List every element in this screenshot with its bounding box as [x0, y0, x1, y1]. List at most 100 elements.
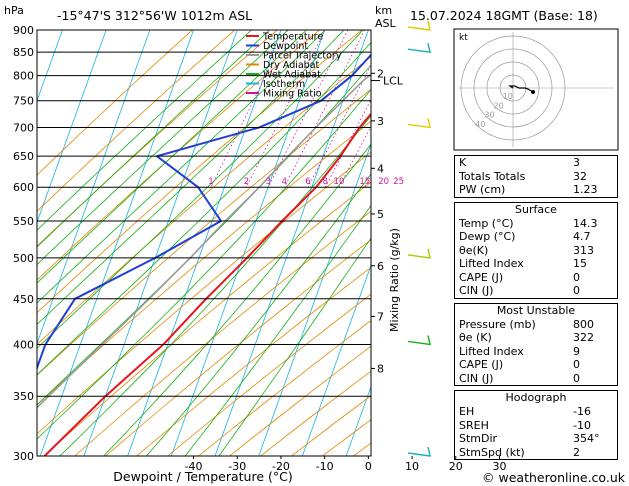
pressure-tick-label: 850	[13, 46, 34, 59]
temperature-tick-label: -30	[228, 460, 246, 473]
km-tick-label: 8	[377, 362, 384, 375]
legend-label: Isotherm	[263, 79, 305, 90]
wind-barb	[407, 335, 431, 346]
mixing-ratio-label: 20	[378, 177, 389, 187]
wind-barb	[407, 118, 431, 129]
isotherm-line	[302, 264, 371, 456]
k-label: K	[459, 156, 467, 169]
mixing-ratio-label: 15	[359, 177, 370, 187]
isotherm-line	[39, 30, 194, 456]
mu-li-label: Lifted Index	[459, 344, 524, 358]
wind-barb	[407, 446, 431, 457]
mu-cape-value: 0	[573, 358, 580, 371]
temperature-tick-label: -20	[272, 460, 290, 473]
pressure-tick-label: 300	[13, 450, 34, 463]
mixing-ratio-label: 3	[266, 177, 271, 187]
pressure-tick-label: 500	[13, 252, 34, 265]
mixing-ratio-line	[246, 30, 326, 188]
hodograph-ring-label: 40	[475, 120, 485, 129]
hodograph-params-title: Hodograph	[505, 391, 567, 404]
legend-label: Mixing Ratio	[263, 89, 322, 100]
mu-li-value: 9	[573, 344, 580, 358]
series-line-temperature	[43, 112, 371, 456]
surface-li-label: Lifted Index	[459, 257, 524, 270]
hodograph-ring-label: 30	[484, 111, 494, 120]
hodograph-ring-label: 10	[503, 92, 513, 101]
mixing-ratio-line	[267, 30, 349, 188]
surface-cape-value: 0	[573, 270, 580, 284]
mixing-ratio-label: 1	[208, 177, 213, 187]
surface-dewp-label: Dewp (°C)	[459, 230, 516, 243]
pressure-tick-label: 700	[13, 121, 34, 134]
sreh-label: SREH	[459, 418, 489, 432]
mixing-ratio-label: 25	[393, 177, 404, 187]
lcl-label: LCL	[383, 75, 404, 88]
km-tick-label: 5	[377, 208, 384, 221]
mixing-ratio-label: 6	[305, 177, 310, 187]
mixing-ratio-axis-label: Mixing Ratio (g/kg)	[388, 228, 401, 332]
mixing-ratio-line	[338, 125, 371, 188]
hodograph-params-box: Hodograph EH -16 SREH -10 StmDir 354° StmSp…	[454, 390, 618, 460]
wet-adiabat-line	[37, 30, 289, 266]
km-tick-label: 4	[377, 162, 384, 175]
profile-series	[37, 53, 371, 456]
location-title: -15°47'S 312°56'W 1012m ASL	[57, 8, 252, 23]
mu-cape-label: CAPE (J)	[459, 358, 504, 371]
temperature-tick-label: 0	[365, 460, 372, 473]
km-tick-label: 2	[377, 67, 384, 80]
isotherm-line	[258, 142, 371, 456]
pressure-tick-label: 450	[13, 293, 34, 306]
pressure-tick-label: 600	[13, 181, 34, 194]
mu-pressure-value: 800	[573, 317, 594, 331]
tt-value: 32	[573, 169, 587, 183]
storm-motion-marker	[531, 90, 535, 94]
surface-box: Surface Temp (°C) 14.3 Dewp (°C) 4.7 θe(K)…	[454, 201, 618, 299]
isobar-lines	[37, 29, 371, 457]
stmspd-label: StmSpd (kt)	[459, 445, 525, 459]
mixing-ratio-label: 4	[282, 177, 287, 187]
km-tick-label: 3	[377, 115, 384, 128]
km-tick-label: 6	[377, 260, 384, 273]
pressure-tick-label: 550	[13, 215, 34, 228]
legend-label: Parcel Trajectory	[263, 51, 342, 62]
surface-dewp-value: 4.7	[573, 230, 591, 243]
temperature-tick-label: -10	[316, 460, 334, 473]
km-unit: km	[375, 4, 392, 17]
surface-temp-label: Temp (°C)	[459, 216, 514, 230]
km-tick-label: 7	[377, 310, 384, 323]
stmdir-label: StmDir	[459, 432, 498, 445]
most-unstable-title: Most Unstable	[496, 303, 576, 317]
most-unstable-box: Most Unstable Pressure (mb) 800 θe (K) 322…	[454, 302, 618, 386]
pressure-tick-label: 650	[13, 150, 34, 163]
mixing-ratio-line	[210, 30, 289, 188]
temperature-tick-label: -40	[185, 460, 203, 473]
hodograph-trace	[508, 85, 534, 93]
legend-label: Dewpoint	[263, 41, 308, 52]
stmdir-value: 354°	[573, 432, 600, 445]
legend-label: Wet Adiabat	[263, 70, 321, 81]
pressure-tick-label: 900	[13, 24, 34, 37]
mu-thetae-value: 322	[573, 331, 594, 344]
surface-temp-value: 14.3	[573, 216, 598, 230]
hodograph-unit: kt	[459, 33, 468, 43]
surface-cin-value: 0	[573, 284, 580, 297]
indices-box: K 3 Totals Totals 32 PW (cm) 1.23	[454, 155, 618, 198]
eh-label: EH	[459, 405, 475, 418]
surface-cin-label: CIN (J)	[459, 284, 494, 297]
wet-adiabat-line	[184, 204, 371, 456]
tt-label: Totals Totals	[459, 169, 526, 183]
eh-value: -16	[573, 405, 591, 418]
wind-barbs	[407, 20, 431, 457]
x-axis-label: Dewpoint / Temperature (°C)	[113, 469, 292, 484]
mixing-ratio-line	[307, 64, 371, 188]
mixing-ratio-line	[284, 30, 366, 188]
info-panel: K 3 Totals Totals 32 PW (cm) 1.23 Surface T…	[454, 155, 618, 464]
temperature-tick-label: 10	[405, 460, 419, 473]
pressure-tick-label: 350	[13, 390, 34, 403]
legend-label: Temperature	[262, 32, 323, 43]
surface-thetae-label: θe(K)	[459, 243, 489, 257]
pressure-tick-label: 400	[13, 338, 34, 351]
